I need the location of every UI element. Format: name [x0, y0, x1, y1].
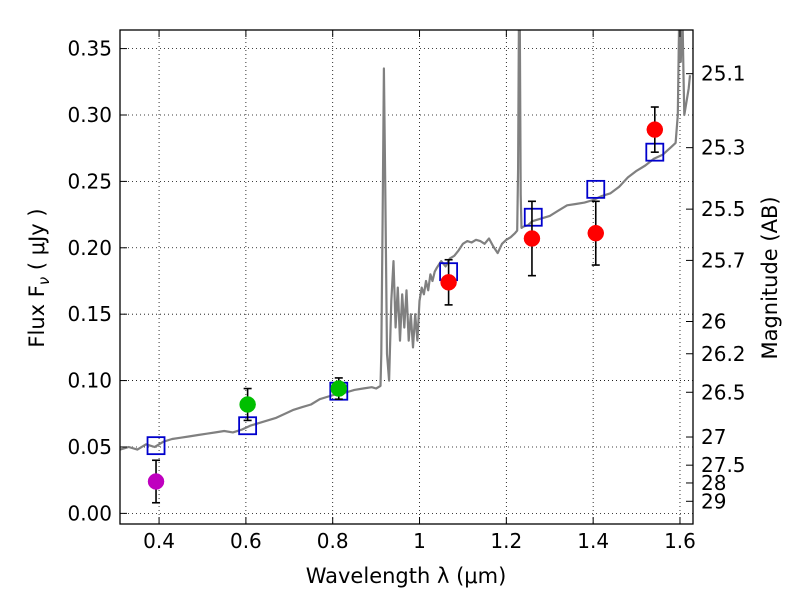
- y2-tick-label: 26.5: [701, 380, 746, 404]
- x-tick-label: 0.6: [230, 529, 262, 553]
- x-tick-label: 1.4: [577, 529, 609, 553]
- y-tick-label: 0.05: [67, 435, 112, 459]
- y2-tick-label: 26.2: [701, 342, 746, 366]
- observed-flux-point: [523, 230, 541, 247]
- x-tick-label: 0.8: [317, 529, 349, 553]
- y-axis-label-unit: ( μJy ): [25, 208, 49, 276]
- plot-area: [120, 30, 692, 504]
- observed-flux-point: [440, 274, 457, 291]
- y-tick-label: 0.30: [67, 103, 112, 127]
- observed-flux-point: [147, 473, 165, 490]
- y2-tick-label: 28: [701, 471, 726, 495]
- observed-flux-point: [239, 396, 256, 413]
- x-tick-label: 1.6: [664, 529, 696, 553]
- y2-tick-label: 25.7: [701, 248, 746, 272]
- y2-axis-label: Magnitude (AB): [758, 196, 782, 359]
- observed-flux-point: [646, 121, 664, 138]
- y-tick-label: 0.15: [67, 302, 112, 326]
- y-tick-label: 0.35: [67, 37, 112, 61]
- observed-flux-point: [330, 380, 348, 397]
- y-axis-label-main: Flux F: [25, 285, 49, 347]
- y2-tick-label: 25.3: [701, 136, 746, 160]
- observed-flux-point: [587, 224, 605, 242]
- axes-frame: [119, 29, 694, 525]
- model-photometry-square: [523, 207, 543, 227]
- y2-tick-label: 29: [701, 489, 726, 513]
- axis-ticks: 0.4 0.6 0.8 1 1.2 1.4 1.6 0.00 0.05 0.10 0.15 0.20 0…: [67, 30, 746, 553]
- x-tick-label: 1: [413, 529, 426, 553]
- y2-tick-label: 27: [701, 425, 726, 449]
- y-axis-label-subscript: ν: [35, 277, 53, 285]
- y-tick-label: 0.25: [67, 169, 112, 193]
- grid: [120, 30, 693, 524]
- y-tick-label: 0.20: [67, 236, 112, 260]
- model-spectrum-line: [120, 30, 692, 451]
- y2-tick-label: 26: [701, 309, 726, 333]
- x-tick-label: 1.2: [490, 529, 522, 553]
- x-tick-label: 0.4: [143, 529, 175, 553]
- model-photometry-square: [586, 179, 606, 199]
- model-photometry-square: [146, 436, 166, 456]
- y2-tick-label: 25.1: [701, 62, 746, 86]
- y-tick-label: 0.10: [67, 369, 112, 393]
- y-tick-label: 0.00: [67, 501, 112, 525]
- y2-tick-label: 25.5: [701, 197, 746, 221]
- x-axis-label: Wavelength λ (μm): [306, 564, 507, 588]
- y-axis-label: Flux Fν ( μJy ): [25, 208, 53, 347]
- y2-tick-label: 27.5: [701, 453, 746, 477]
